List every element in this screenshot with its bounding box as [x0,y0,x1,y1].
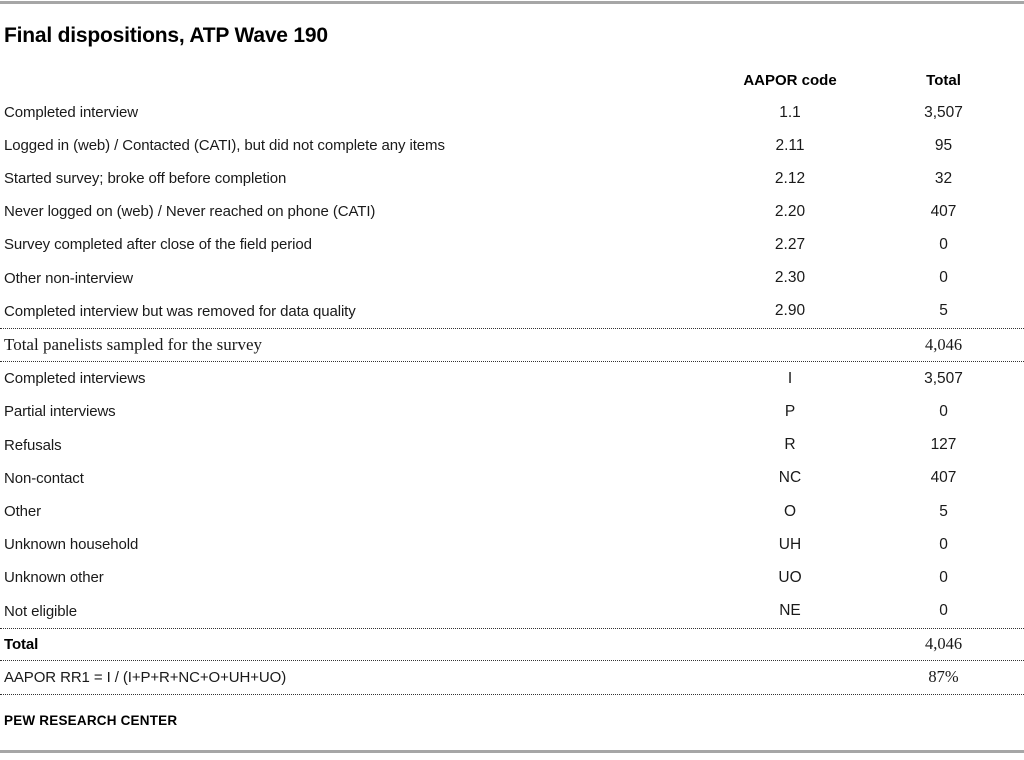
section-dispositions: Completed interview 1.1 3,507 Logged in … [0,96,1024,328]
table-row: Logged in (web) / Contacted (CATI), but … [0,129,1024,162]
top-rule [0,1,1024,4]
table-row: Partial interviews P 0 [0,395,1024,428]
row-code: 2.90 [774,302,806,320]
table-row: Other non-interview 2.30 0 [0,261,1024,294]
row-label: Refusals [4,436,62,454]
row-total: 5 [939,302,948,320]
row-label: Logged in (web) / Contacted (CATI), but … [4,137,445,155]
row-code: UH [778,535,802,553]
row-label: Total panelists sampled for the survey [4,334,262,354]
table-row: Unknown other UO 0 [0,561,1024,594]
row-code: NE [779,602,801,620]
row-code: NC [778,469,802,487]
row-label: Not eligible [4,602,78,620]
column-header-total: Total [926,72,961,89]
row-label: Non-contact [4,469,84,487]
row-label: Partial interviews [4,403,116,421]
row-total: 0 [939,402,948,420]
table-row: Completed interview 1.1 3,507 [0,96,1024,129]
row-label: AAPOR RR1 = I / (I+P+R+NC+O+UH+UO) [4,668,287,686]
row-code: R [784,436,796,454]
table-row: Completed interviews I 3,507 [0,362,1024,395]
table-row: Unknown household UH 0 [0,528,1024,561]
row-total: 0 [939,269,948,287]
table-row: Refusals R 127 [0,429,1024,462]
row-total: 32 [934,169,953,187]
row-total: 87% [928,667,959,687]
table-row: Other O 5 [0,495,1024,528]
page-title: Final dispositions, ATP Wave 190 [4,24,328,47]
summary-row-panelists-sampled: Total panelists sampled for the survey 4… [0,327,1024,363]
row-total: 3,507 [924,103,963,121]
table-row: Started survey; broke off before complet… [0,162,1024,195]
row-code: 1.1 [779,103,801,121]
row-total: 127 [930,436,957,454]
row-code: I [787,369,793,387]
row-code: O [783,502,797,520]
row-label: Completed interviews [4,370,146,388]
row-total: 0 [939,568,948,586]
row-total: 0 [939,602,948,620]
table-row: Survey completed after close of the fiel… [0,228,1024,261]
table-row: Not eligible NE 0 [0,594,1024,627]
table-row: Non-contact NC 407 [0,462,1024,495]
row-label: Other [4,503,42,520]
row-code: UO [778,568,802,586]
column-header-code: AAPOR code [743,72,837,89]
row-label: Survey completed after close of the fiel… [4,236,312,254]
table-header-row: AAPOR code Total [0,65,1024,96]
row-total: 95 [934,136,953,154]
row-code: 2.27 [774,235,806,253]
row-code: 2.12 [774,169,806,187]
table-row: Completed interview but was removed for … [0,295,1024,328]
source-footer: PEW RESEARCH CENTER [4,713,178,728]
row-label: Other non-interview [4,269,133,287]
row-label: Started survey; broke off before complet… [4,170,287,188]
row-label: Completed interview [4,104,138,122]
row-total: 0 [939,235,948,253]
row-total: 4,046 [924,634,963,654]
row-label: Unknown household [4,536,139,554]
dispositions-table: AAPOR code Total Completed interview 1.1… [0,65,1024,695]
row-code: 2.20 [774,202,806,220]
row-code: 2.30 [774,269,806,287]
response-rate-row: AAPOR RR1 = I / (I+P+R+NC+O+UH+UO) 87% [0,661,1024,695]
row-total: 3,507 [924,369,963,387]
row-total: 4,046 [924,334,963,354]
row-code: 2.11 [775,136,805,154]
total-row: Total 4,046 [0,627,1024,662]
row-label: Unknown other [4,569,104,587]
row-total: 407 [930,202,957,220]
row-label: Never logged on (web) / Never reached on… [4,203,376,221]
section-aapor-categories: Completed interviews I 3,507 Partial int… [0,362,1024,628]
row-total: 407 [930,469,957,487]
row-total: 0 [939,535,948,553]
row-label: Completed interview but was removed for … [4,302,356,320]
bottom-rule [0,750,1024,753]
table-row: Never logged on (web) / Never reached on… [0,195,1024,228]
row-code: P [784,402,796,420]
row-label: Total [4,635,39,653]
row-total: 5 [939,502,948,520]
